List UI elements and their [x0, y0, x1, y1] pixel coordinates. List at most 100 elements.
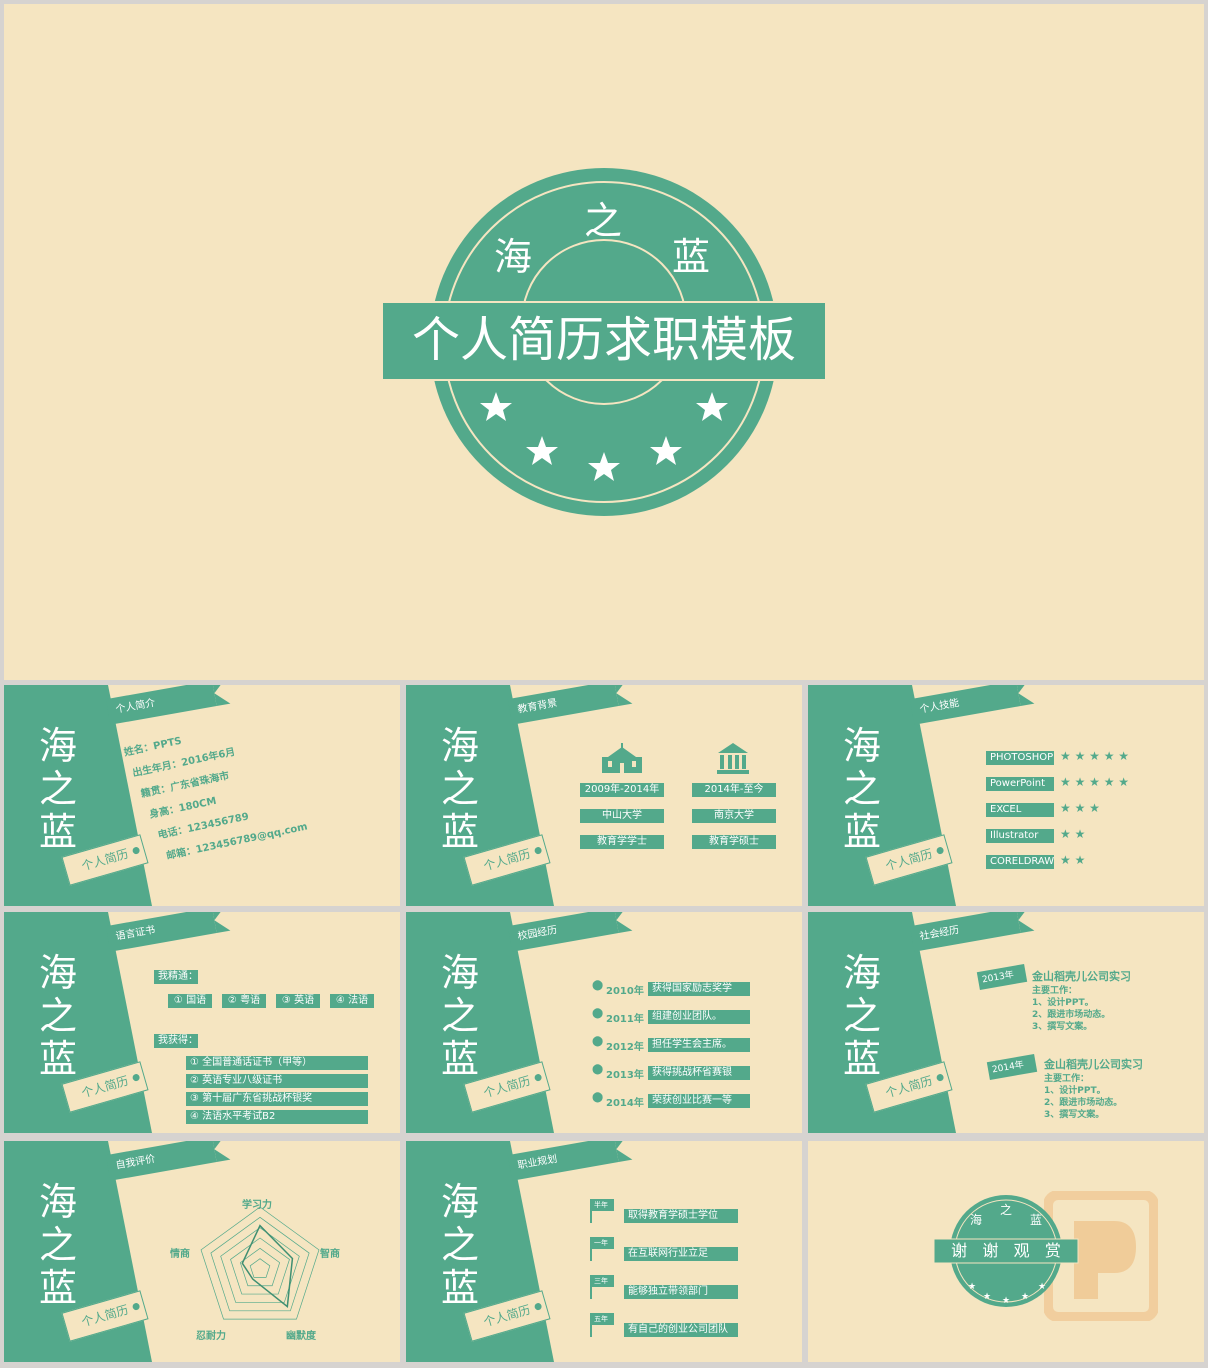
period-flag: 五年: [592, 1313, 614, 1325]
star-icon: [588, 452, 620, 481]
stamp-char-3: 蓝: [1030, 1213, 1043, 1227]
language-item: ③ 英语: [276, 994, 320, 1008]
slide-social[interactable]: 海之蓝 个人简历 社会经历 2013年 金山稻壳儿公司实习 主要工作： 1、设计…: [808, 912, 1204, 1133]
job-line: 1、设计PPT。: [1044, 1086, 1106, 1096]
hero-char-1: 海: [494, 235, 533, 279]
stamp-graphic: [381, 168, 827, 516]
radar-label: 情商: [170, 1249, 190, 1260]
skilled-heading: 我精通：: [154, 970, 198, 984]
skill-stars: ★ ★ ★ ★ ★: [1060, 749, 1130, 763]
vertical-title: 海之蓝: [38, 1180, 77, 1310]
radar-grid: [210, 1216, 310, 1312]
star-icon: [480, 392, 512, 421]
pin-icon: ⬤: [592, 1036, 604, 1047]
flag-pole: [590, 1237, 592, 1261]
radar-grid: [200, 1206, 320, 1320]
job-sub: 主要工作：: [1032, 986, 1078, 996]
slide-language[interactable]: 海之蓝 个人简历 语言证书 我精通： ① 国语 ② 粤语 ③ 英语 ④ 法语 我…: [4, 912, 400, 1133]
star-icon: ★: [983, 1292, 991, 1302]
campus-year: 2014年: [606, 1098, 644, 1109]
campus-event: 荣获创业比赛一等: [648, 1094, 750, 1108]
edu-period-1: 2009年-2014年: [580, 783, 664, 797]
campus-year: 2011年: [606, 1014, 644, 1025]
campus-event: 获得国家励志奖学: [648, 982, 750, 996]
flag-pole: [590, 1313, 592, 1337]
slide-career[interactable]: 海之蓝 个人简历 职业规划 半年 取得教育学硕士学位 一年 在互联网行业立足 三…: [406, 1141, 802, 1362]
campus-event: 担任学生会主席。: [648, 1038, 750, 1052]
vertical-title: 海之蓝: [38, 724, 77, 854]
vertical-title: 海之蓝: [842, 724, 881, 854]
slide-campus[interactable]: 海之蓝 个人简历 校园经历 ⬤ 2010年 获得国家励志奖学 ⬤ 2011年 组…: [406, 912, 802, 1133]
edu-degree-2: 教育学硕士: [692, 835, 776, 849]
star-icon: [650, 436, 682, 465]
plan-item: 取得教育学硕士学位: [624, 1209, 738, 1223]
pin-icon: ⬤: [592, 1064, 604, 1075]
slide-skills[interactable]: 海之蓝 个人简历 个人技能 PHOTOSHOP ★ ★ ★ ★ ★ PowerP…: [808, 685, 1204, 906]
period-flag: 一年: [592, 1237, 614, 1249]
radar-grid: [249, 1258, 271, 1278]
edu-school-1: 中山大学: [580, 809, 664, 823]
job-sub: 主要工作：: [1044, 1074, 1090, 1084]
plan-item: 有自己的创业公司团队: [624, 1323, 738, 1337]
slide-personal-intro[interactable]: 海之蓝 个人简历 个人简介 姓名：PPTS 出生年月：2016年6月 籍贯：广东…: [4, 685, 400, 906]
language-item: ② 粤语: [222, 994, 266, 1008]
skill-name: PowerPoint: [986, 777, 1054, 791]
star-icon: ★: [968, 1282, 976, 1292]
title-slide[interactable]: 海 之 蓝 个人简历求职模板: [4, 4, 1204, 680]
slide-self-eval[interactable]: 海之蓝 个人简历 自我评价 学习力 智商 幽默度 忍耐力 情商: [4, 1141, 400, 1362]
certificate-item: ① 全国普通话证书（甲等）: [186, 1056, 368, 1070]
language-item: ① 国语: [168, 994, 212, 1008]
period-flag: 半年: [592, 1199, 614, 1211]
edu-school-2: 南京大学: [692, 809, 776, 823]
vertical-title: 海之蓝: [38, 951, 77, 1081]
skill-stars: ★ ★ ★: [1060, 801, 1100, 815]
star-icon: ★: [1038, 1282, 1046, 1292]
plan-item: 在互联网行业立足: [624, 1247, 738, 1261]
radar-grid: [230, 1237, 290, 1295]
star-icon: ★: [1002, 1296, 1010, 1306]
campus-event: 获得挑战杯省赛银: [648, 1066, 750, 1080]
period-flag: 三年: [592, 1275, 614, 1287]
star-icon: [696, 392, 728, 421]
vertical-title: 海之蓝: [440, 951, 479, 1081]
thanks-text: 谢 谢 观 赏: [951, 1241, 1061, 1260]
vertical-title: 海之蓝: [440, 724, 479, 854]
job-title: 金山稻壳儿公司实习: [1044, 1058, 1143, 1071]
radar-label: 学习力: [242, 1200, 272, 1211]
job-title: 金山稻壳儿公司实习: [1032, 970, 1131, 983]
pin-icon: ⬤: [592, 980, 604, 991]
radar-label: 智商: [320, 1249, 340, 1260]
edu-period-2: 2014年-至今: [692, 783, 776, 797]
obtained-heading: 我获得：: [154, 1034, 198, 1048]
job-line: 3、撰写文案。: [1032, 1022, 1093, 1032]
radar-chart: [200, 1206, 320, 1320]
radar-label: 忍耐力: [196, 1331, 226, 1342]
certificate-item: ② 英语专业八级证书: [186, 1074, 368, 1088]
pin-icon: ⬤: [592, 1092, 604, 1103]
certificate-item: ④ 法语水平考试B2: [186, 1110, 368, 1124]
job-line: 1、设计PPT。: [1032, 998, 1094, 1008]
hero-char-2: 之: [584, 199, 623, 243]
flag-pole: [590, 1199, 592, 1223]
radar-grid: [220, 1227, 300, 1303]
slide-thanks[interactable]: ★ ★ ★ ★ ★ 海 之 蓝 谢 谢 观 赏: [808, 1141, 1204, 1362]
slide-education[interactable]: 海之蓝 个人简历 教育背景 2009年-2014年 中山大学 教育学学士 201…: [406, 685, 802, 906]
skill-stars: ★ ★: [1060, 853, 1086, 867]
skill-stars: ★ ★: [1060, 827, 1086, 841]
stamp-char-1: 海: [970, 1213, 983, 1227]
skill-name: CORELDRAW: [986, 855, 1054, 869]
school-icon: [602, 743, 642, 773]
campus-event: 组建创业团队。: [648, 1010, 750, 1024]
pin-icon: ⬤: [592, 1008, 604, 1019]
hero-title: 个人简历求职模板: [411, 312, 796, 368]
language-item: ④ 法语: [330, 994, 374, 1008]
edu-degree-1: 教育学学士: [580, 835, 664, 849]
job-line: 3、撰写文案。: [1044, 1110, 1105, 1120]
mini-stamp: ★ ★ ★ ★ ★: [933, 1195, 1079, 1307]
skill-name: PHOTOSHOP: [986, 751, 1054, 765]
campus-year: 2010年: [606, 986, 644, 997]
radar-data: [241, 1224, 294, 1309]
campus-year: 2012年: [606, 1042, 644, 1053]
radar-label: 幽默度: [286, 1331, 316, 1342]
skill-name: EXCEL: [986, 803, 1054, 817]
